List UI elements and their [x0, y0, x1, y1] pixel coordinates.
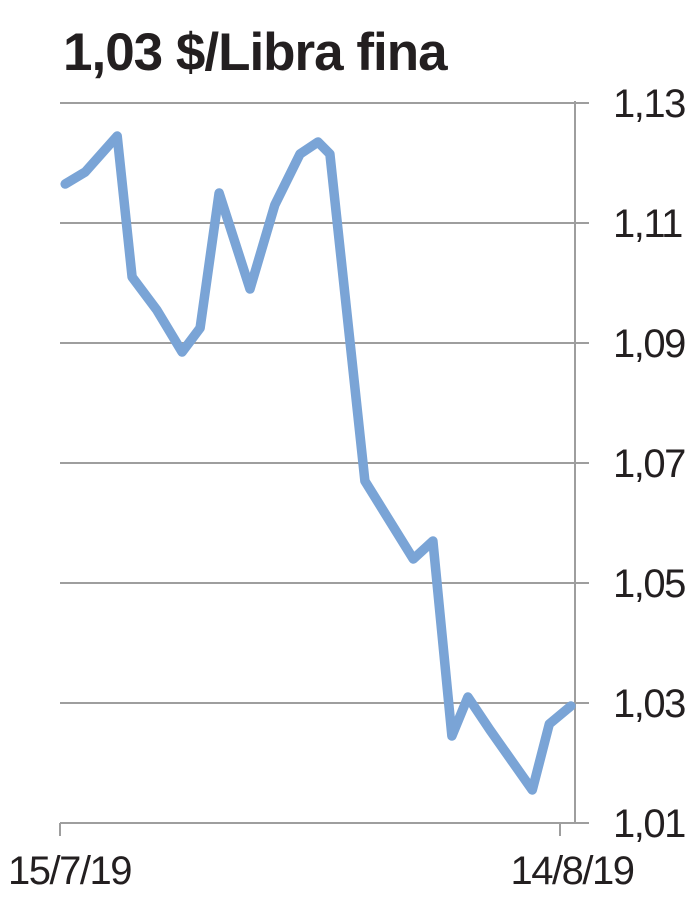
y-axis-tick-label: 1,13 [613, 82, 685, 126]
x-axis-label-end: 14/8/19 [511, 849, 634, 893]
y-axis-tick-label: 1,07 [613, 442, 685, 486]
y-axis-tick-label: 1,03 [613, 682, 685, 726]
y-axis-tick-label: 1,01 [613, 802, 685, 846]
price-line [60, 131, 576, 795]
y-axis-tick-label: 1,11 [613, 202, 682, 246]
x-axis-label-start: 15/7/19 [8, 849, 131, 893]
y-axis-labels-layer: 1,13 1,11 1,09 1,07 1,05 1,03 1,01 [613, 82, 687, 846]
gridlines-layer [60, 102, 589, 824]
y-axis-tick-label: 1,05 [613, 562, 685, 606]
chart-title: 1,03 $/Libra fina [63, 23, 448, 82]
y-axis-tick-label: 1,09 [613, 322, 685, 366]
